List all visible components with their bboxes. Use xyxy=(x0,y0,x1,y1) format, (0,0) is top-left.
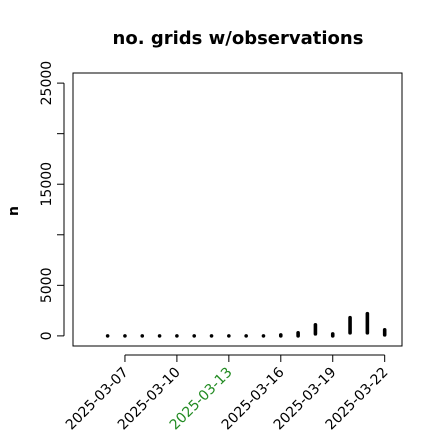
data-point xyxy=(175,334,179,338)
y-tick-label: 0 xyxy=(39,331,55,340)
data-point xyxy=(209,334,214,338)
data-point xyxy=(192,334,197,338)
data-point xyxy=(261,334,266,338)
data-point xyxy=(227,334,231,338)
y-axis-label: n xyxy=(6,206,22,216)
data-point xyxy=(157,334,162,338)
data-point xyxy=(244,334,248,338)
plot-frame xyxy=(72,72,403,347)
y-tick-label: 25000 xyxy=(39,61,55,106)
y-tick-label: 15000 xyxy=(39,162,55,207)
data-point xyxy=(105,334,110,338)
data-point xyxy=(140,334,145,338)
plot-area: 0500015000250002025-03-072025-03-102025-… xyxy=(39,61,403,433)
data-point xyxy=(123,334,127,338)
chart-title: no. grids w/observations xyxy=(113,28,364,49)
y-tick-label: 5000 xyxy=(39,268,55,304)
